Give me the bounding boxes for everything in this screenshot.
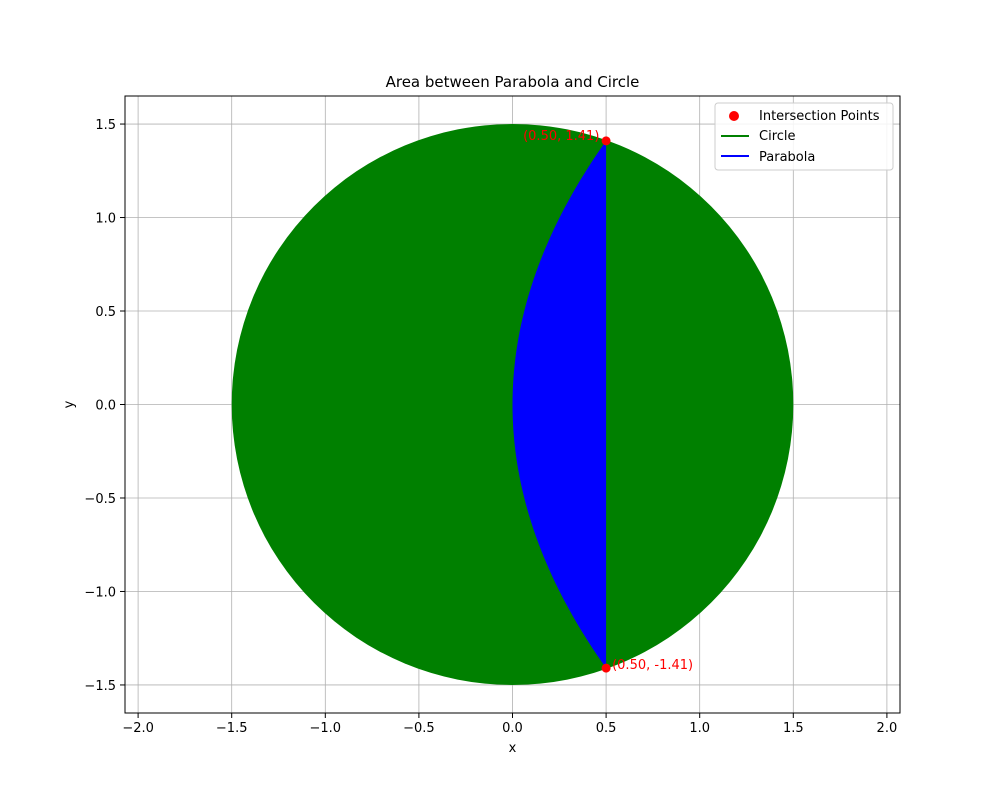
x-tick-label: −1.0 <box>310 721 342 736</box>
y-tick-label: 0.0 <box>95 399 116 414</box>
intersection-point <box>601 663 611 673</box>
legend-marker-intersection-points <box>729 111 739 121</box>
x-axis-ticks: −2.0 −1.5 −1.0 −0.5 0.0 0.5 1.0 1.5 2.0 <box>122 713 897 736</box>
legend-box <box>714 102 894 171</box>
x-tick-label: −1.5 <box>216 721 248 736</box>
x-tick-label: 0.0 <box>502 721 523 736</box>
x-axis-label: x <box>509 741 517 756</box>
circle-region <box>231 124 794 685</box>
parabola-region <box>512 140 607 669</box>
legend-label-intersection-points: Intersection Points <box>759 109 880 124</box>
x-tick-label: −2.0 <box>122 721 154 736</box>
intersection-point-label: (0.50, 1.41) <box>523 129 599 144</box>
x-tick-label: 2.0 <box>877 721 898 736</box>
intersection-point-label: (0.50, -1.41) <box>612 658 693 673</box>
y-tick-label: −1.0 <box>84 585 116 600</box>
chart-title: Area between Parabola and Circle <box>386 73 640 91</box>
y-axis-label: y <box>62 400 77 408</box>
x-tick-label: 1.5 <box>783 721 804 736</box>
y-tick-label: −0.5 <box>84 492 116 507</box>
y-tick-label: 1.5 <box>95 118 116 133</box>
y-tick-label: 0.5 <box>95 305 116 320</box>
intersection-point <box>601 136 611 146</box>
y-axis-ticks: −1.5 −1.0 −0.5 0.0 0.5 1.0 1.5 <box>84 118 125 694</box>
plot-area: (0.50, 1.41) (0.50, -1.41) <box>231 124 794 685</box>
y-tick-label: −1.5 <box>84 679 116 694</box>
legend-label-parabola: Parabola <box>759 150 815 165</box>
x-tick-label: −0.5 <box>403 721 435 736</box>
x-tick-label: 1.0 <box>689 721 710 736</box>
y-tick-label: 1.0 <box>95 212 116 227</box>
x-tick-label: 0.5 <box>596 721 617 736</box>
legend: Intersection Points Circle Parabola <box>714 102 894 171</box>
legend-label-circle: Circle <box>759 129 796 144</box>
